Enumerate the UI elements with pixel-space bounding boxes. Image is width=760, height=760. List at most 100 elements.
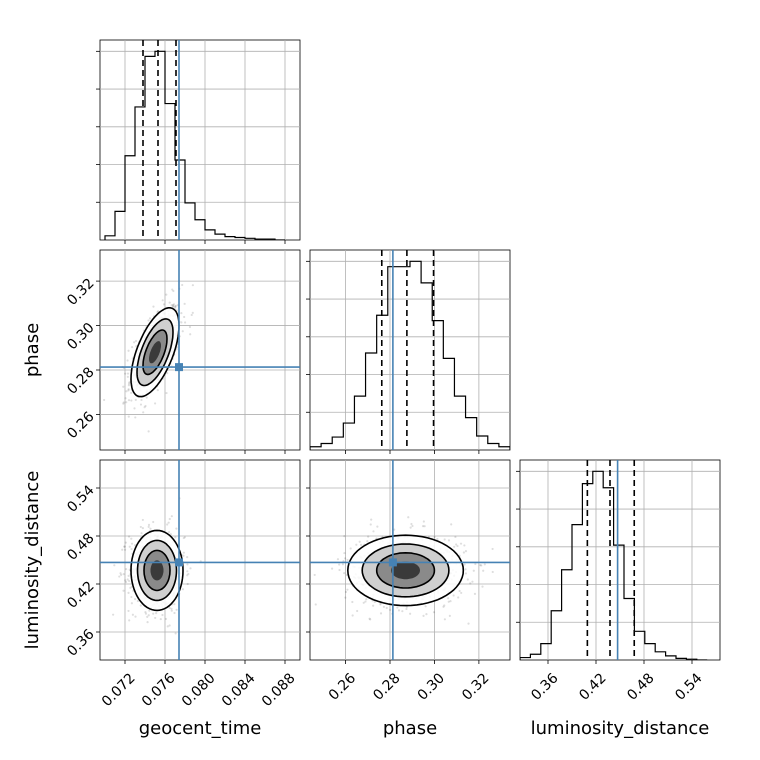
density-fill xyxy=(150,560,164,581)
scatter-point xyxy=(124,372,127,375)
scatter-point xyxy=(481,585,484,588)
scatter-point xyxy=(480,564,483,567)
scatter-point xyxy=(124,580,128,584)
scatter-point xyxy=(443,604,446,607)
y-tick-label: 0.32 xyxy=(64,275,97,308)
scatter-point xyxy=(183,536,186,539)
scatter-point xyxy=(167,530,171,534)
scatter-point xyxy=(130,542,134,545)
scatter-point xyxy=(133,544,137,547)
scatter-point xyxy=(134,339,138,343)
scatter-point xyxy=(180,312,183,315)
scatter-point xyxy=(174,632,177,635)
scatter-point xyxy=(161,613,164,617)
grid xyxy=(520,460,720,660)
scatter-point xyxy=(130,399,133,402)
truth-marker xyxy=(388,558,397,567)
scatter-point xyxy=(183,321,187,324)
scatter-point xyxy=(152,612,155,615)
scatter-point xyxy=(396,606,399,609)
scatter-point xyxy=(172,289,175,293)
scatter-point xyxy=(148,317,152,320)
scatter-point xyxy=(336,558,340,561)
scatter-point xyxy=(369,618,372,621)
scatter-point xyxy=(141,518,144,522)
scatter-point xyxy=(144,610,147,614)
x-axis-label-phase: phase xyxy=(383,718,437,739)
y-axis-label-phase: phase xyxy=(22,323,43,377)
scatter-point xyxy=(144,404,147,408)
scatter-point xyxy=(379,612,383,615)
scatter-point xyxy=(181,588,185,591)
scatter-point xyxy=(122,401,125,404)
scatter-point xyxy=(118,575,121,578)
scatter-point xyxy=(147,614,150,617)
scatter-point xyxy=(313,573,316,577)
scatter-point xyxy=(169,533,172,536)
scatter-point xyxy=(166,625,169,628)
scatter-point xyxy=(372,604,375,607)
scatter-point xyxy=(469,582,472,585)
scatter-point xyxy=(134,398,137,401)
scatter-point xyxy=(175,527,178,530)
scatter-point xyxy=(359,543,363,546)
scatter-point xyxy=(133,341,136,344)
scatter-point xyxy=(466,578,469,581)
scatter-point xyxy=(152,305,155,308)
scatter-point xyxy=(134,598,137,601)
scatter-point xyxy=(343,551,346,555)
hist-panel-luminosity_distance: 0.36 0.42 0.48 0.54 luminosity_distance xyxy=(516,459,721,739)
scatter-point xyxy=(127,388,130,391)
scatter-point xyxy=(448,614,451,618)
panel-frame xyxy=(309,249,511,451)
panel-content xyxy=(310,250,510,450)
panel-frame xyxy=(99,459,301,661)
scatter-point xyxy=(166,523,169,526)
scatter-point xyxy=(125,390,128,393)
scatter-point xyxy=(473,592,477,596)
x-tick-label: 0.48 xyxy=(624,670,657,703)
scatter-point xyxy=(188,325,192,329)
scatter-point xyxy=(175,608,178,611)
truth-marker xyxy=(175,363,183,372)
x-tick-label: 0.32 xyxy=(459,670,492,703)
panel-content xyxy=(100,460,300,660)
scatter-point xyxy=(356,609,359,613)
scatter-point xyxy=(159,617,162,621)
scatter-point xyxy=(154,616,157,620)
scatter-point xyxy=(314,603,317,606)
scatter-point xyxy=(128,619,131,622)
density-contour xyxy=(130,529,184,612)
scatter-point xyxy=(183,302,186,305)
scatter-point xyxy=(462,551,465,554)
scatter-point xyxy=(409,526,412,529)
scatter-point xyxy=(146,615,149,618)
scatter-point xyxy=(491,570,494,574)
scatter-point xyxy=(127,591,130,594)
scatter-point xyxy=(165,391,168,395)
scatter-point xyxy=(367,535,370,538)
scatter-point xyxy=(189,333,192,336)
scatter-point xyxy=(146,621,149,624)
scatter-point xyxy=(173,611,176,615)
scatter-point xyxy=(344,557,347,560)
panel-content xyxy=(520,460,720,660)
scatter-point xyxy=(432,611,436,614)
scatter-point xyxy=(126,372,130,375)
scatter-point xyxy=(139,403,143,406)
x-tick-label: 0.080 xyxy=(179,670,219,710)
scatter-point xyxy=(124,397,127,400)
scatter-point xyxy=(173,603,176,606)
panel-content xyxy=(100,40,300,240)
density-contour xyxy=(130,307,180,398)
scatter-point xyxy=(122,589,125,592)
scatter-point xyxy=(411,524,414,528)
scatter-point xyxy=(463,563,466,566)
scatter-point xyxy=(464,550,468,553)
scatter-point xyxy=(182,551,185,554)
scatter-point xyxy=(147,430,150,433)
scatter-panel-geocent_time-luminosity_distance: 0.36 0.42 0.48 0.54 luminosity_distance 0.072… xyxy=(22,459,301,739)
scatter-point xyxy=(186,570,189,573)
scatter-point xyxy=(346,588,349,591)
scatter-point xyxy=(407,516,410,519)
